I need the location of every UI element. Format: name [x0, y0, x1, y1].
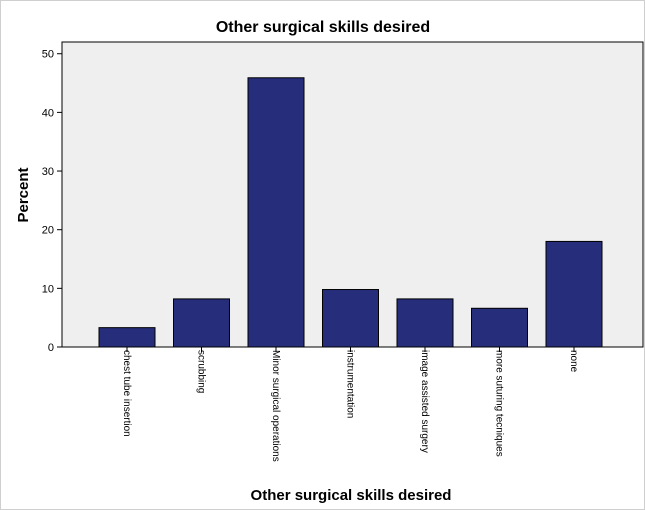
- bar: [247, 77, 305, 348]
- bars-layer: [98, 77, 603, 348]
- y-axis-title: Percent: [15, 167, 32, 222]
- y-tick-label: 0: [48, 342, 54, 354]
- bar: [173, 298, 230, 348]
- y-tick-label: 30: [42, 166, 54, 178]
- y-axis: 0 10 20 30 40 50: [42, 49, 62, 354]
- y-tick-label: 40: [42, 107, 54, 119]
- y-tick-label: 10: [42, 283, 54, 295]
- bar: [396, 298, 454, 348]
- x-axis: chest tube insertion scrubbing Minor surgi…: [121, 347, 579, 462]
- x-category-label: scrubbing: [196, 350, 207, 393]
- chart-title: Other surgical skills desired: [216, 19, 430, 36]
- y-tick-label: 50: [42, 49, 54, 61]
- x-category-label: image assisted surgery: [419, 350, 430, 453]
- bar: [545, 240, 603, 348]
- x-category-label: none: [568, 350, 579, 373]
- x-category-label: Minor surgical operations: [270, 350, 281, 462]
- bar: [322, 289, 379, 348]
- bar: [471, 307, 528, 348]
- x-category-label: more suturing tecniques: [494, 350, 505, 457]
- y-tick-label: 20: [42, 225, 54, 237]
- x-category-label: chest tube insertion: [121, 350, 132, 437]
- bar: [98, 327, 156, 348]
- x-category-label: instrumentation: [345, 350, 356, 418]
- x-axis-title: Other surgical skills desired: [251, 487, 452, 504]
